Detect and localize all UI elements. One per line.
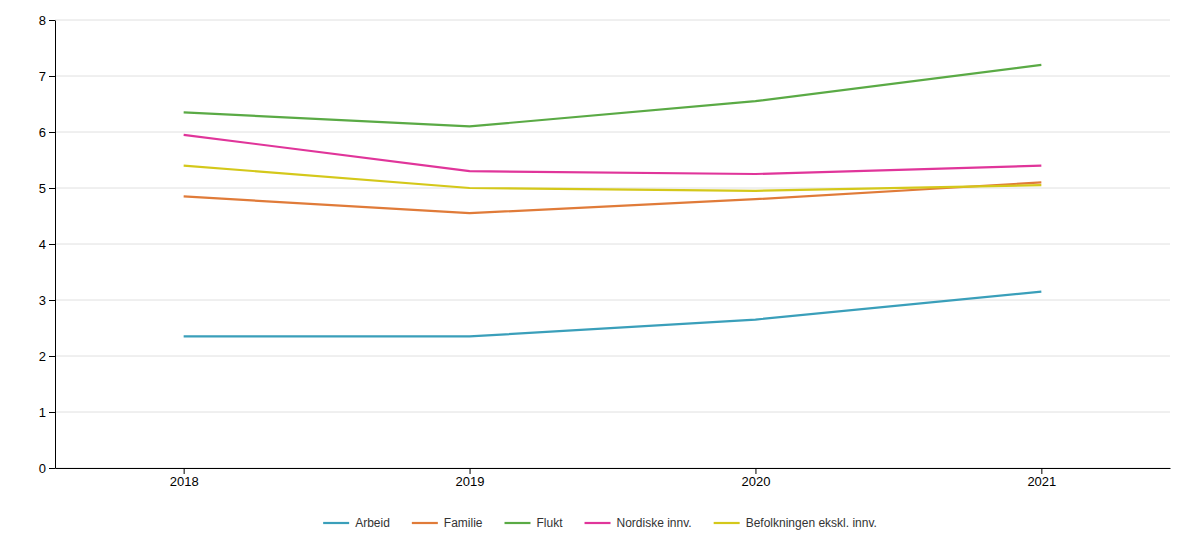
tick-mark (184, 468, 185, 474)
legend-label: Befolkningen ekskl. innv. (746, 516, 877, 530)
tick-label: 2 (39, 349, 46, 364)
tick-label: 5 (39, 181, 46, 196)
y-tick: 3 (39, 293, 55, 308)
y-tick: 7 (39, 69, 55, 84)
grid-line (55, 356, 1170, 357)
tick-label: 2018 (170, 474, 199, 489)
tick-label: 3 (39, 293, 46, 308)
y-tick: 1 (39, 405, 55, 420)
grid-line (55, 20, 1170, 21)
legend-label: Arbeid (355, 516, 390, 530)
legend-item: Arbeid (323, 516, 390, 530)
y-tick: 4 (39, 237, 55, 252)
x-tick: 2020 (741, 468, 770, 489)
axis-line (56, 468, 1171, 469)
tick-mark (49, 300, 55, 301)
tick-label: 2020 (741, 474, 770, 489)
y-tick: 5 (39, 181, 55, 196)
tick-label: 0 (39, 461, 46, 476)
grid (55, 20, 1170, 468)
tick-mark (470, 468, 471, 474)
tick-mark (49, 244, 55, 245)
grid-line (55, 76, 1170, 77)
legend: Arbeid Familie Flukt Nordiske innv. Befolkni… (323, 516, 877, 530)
tick-mark (49, 132, 55, 133)
tick-label: 4 (39, 237, 46, 252)
tick-mark (49, 188, 55, 189)
legend-swatch (714, 522, 740, 524)
tick-mark (49, 412, 55, 413)
grid-line (55, 468, 1170, 469)
axis-line (55, 21, 56, 469)
series-line (184, 292, 1042, 337)
x-tick: 2021 (1027, 468, 1056, 489)
lines (184, 65, 1042, 337)
chart: 2018 2019 2020 2021 0 1 2 3 4 5 6 7 8 Arbeid Familie Fl… (0, 0, 1200, 558)
x-tick: 2018 (170, 468, 199, 489)
tick-label: 2021 (1027, 474, 1056, 489)
tick-label: 1 (39, 405, 46, 420)
legend-swatch (505, 522, 531, 524)
legend-item: Befolkningen ekskl. innv. (714, 516, 877, 530)
chart-container: 2018 2019 2020 2021 0 1 2 3 4 5 6 7 8 Arbeid Familie Fl… (0, 0, 1200, 558)
tick-mark (49, 20, 55, 21)
y-tick: 0 (39, 461, 55, 476)
legend-label: Familie (444, 516, 483, 530)
y-tick: 6 (39, 125, 55, 140)
tick-mark (49, 356, 55, 357)
tick-label: 7 (39, 69, 46, 84)
tick-label: 6 (39, 125, 46, 140)
tick-label: 2019 (456, 474, 485, 489)
tick-mark (49, 468, 55, 469)
series-line (184, 166, 1042, 191)
x-axis: 2018 2019 2020 2021 (56, 468, 1171, 489)
grid-line (55, 300, 1170, 301)
y-axis: 0 1 2 3 4 5 6 7 8 (39, 13, 56, 476)
legend-item: Familie (412, 516, 483, 530)
legend-item: Flukt (505, 516, 564, 530)
grid-line (55, 412, 1170, 413)
tick-mark (755, 468, 756, 474)
series-line (184, 65, 1042, 127)
legend-swatch (412, 522, 438, 524)
grid-line (55, 132, 1170, 133)
legend-swatch (323, 522, 349, 524)
y-tick: 2 (39, 349, 55, 364)
tick-label: 8 (39, 13, 46, 28)
x-tick: 2019 (456, 468, 485, 489)
y-tick: 8 (39, 13, 55, 28)
tick-mark (49, 76, 55, 77)
legend-item: Nordiske innv. (585, 516, 692, 530)
legend-swatch (585, 522, 611, 524)
legend-label: Flukt (537, 516, 564, 530)
tick-mark (1041, 468, 1042, 474)
legend-label: Nordiske innv. (617, 516, 692, 530)
series-line (184, 135, 1042, 174)
grid-line (55, 244, 1170, 245)
